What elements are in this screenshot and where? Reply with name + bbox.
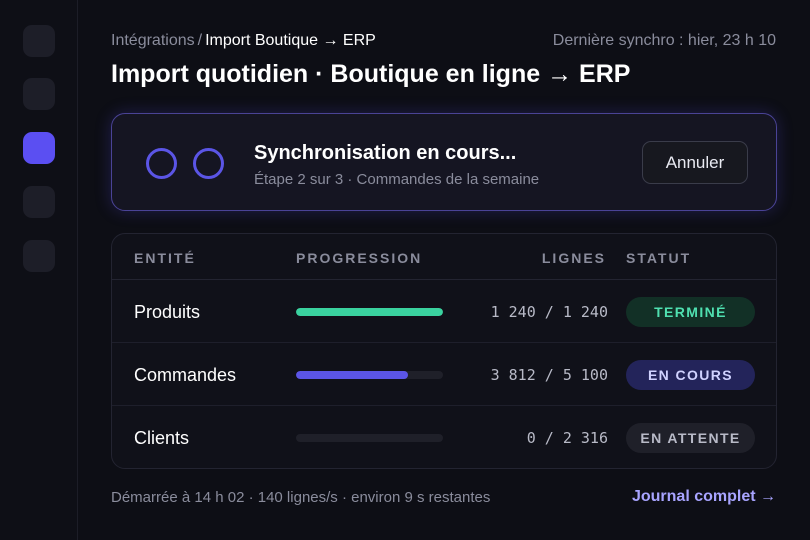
sync-title: Synchronisation en cours...	[254, 142, 517, 164]
spinner-ring-icon	[146, 148, 177, 179]
sidebar-item-3-active[interactable]	[23, 132, 55, 164]
table-header: ENTITÉ PROGRESSION LIGNES STATUT	[112, 234, 776, 280]
import-stats: Démarrée à 14 h 02 · 140 lignes/s · envi…	[111, 489, 491, 506]
progress-bar-fill	[296, 371, 408, 379]
entity-table: ENTITÉ PROGRESSION LIGNES STATUT Produit…	[111, 233, 777, 469]
last-sync-text: Dernière synchro : hier, 23 h 10	[552, 32, 776, 49]
lines-count: 1 240 / 1 240	[490, 303, 608, 321]
column-header-status: STATUT	[626, 250, 692, 266]
progress-bar	[296, 434, 443, 442]
progress-bar	[296, 308, 443, 316]
lines-count: 0 / 2 316	[526, 429, 608, 447]
breadcrumb-separator: /	[197, 32, 203, 49]
sidebar-item-1[interactable]	[23, 25, 55, 57]
sidebar-item-2[interactable]	[23, 78, 55, 110]
status-badge: EN ATTENTE	[626, 423, 755, 453]
status-badge: TERMINÉ	[626, 297, 755, 327]
column-header-entity: ENTITÉ	[134, 250, 196, 266]
table-row[interactable]: Commandes 3 812 / 5 100 EN COURS	[112, 343, 776, 406]
sidebar-item-4[interactable]	[23, 186, 55, 218]
entity-name: Produits	[134, 302, 201, 322]
sidebar-item-5[interactable]	[23, 240, 55, 272]
column-header-lines: LIGNES	[541, 250, 606, 266]
sidebar	[0, 0, 78, 540]
breadcrumb: Intégrations / Import Boutique → ERP	[111, 32, 376, 50]
full-log-link[interactable]: Journal complet →	[631, 488, 776, 505]
entity-name: Clients	[134, 428, 190, 448]
page-title: Import quotidien · Boutique en ligne → E…	[111, 60, 631, 88]
progress-bar-fill	[296, 308, 443, 316]
table-row[interactable]: Produits 1 240 / 1 240 TERMINÉ	[112, 280, 776, 343]
column-header-progress: PROGRESSION	[296, 250, 423, 266]
entity-name: Commandes	[134, 365, 237, 385]
status-badge: EN COURS	[626, 360, 755, 390]
sync-step-subtitle: Étape 2 sur 3 · Commandes de la semaine	[254, 171, 540, 188]
sync-status-card: Synchronisation en cours... Étape 2 sur …	[111, 113, 777, 211]
lines-count: 3 812 / 5 100	[490, 366, 608, 384]
table-row[interactable]: Clients 0 / 2 316 EN ATTENTE	[112, 406, 776, 468]
breadcrumb-current: Import Boutique → ERP	[205, 32, 376, 49]
cancel-button[interactable]: Annuler	[642, 141, 748, 184]
breadcrumb-parent[interactable]: Intégrations	[111, 32, 195, 49]
spinner-ring-icon	[193, 148, 224, 179]
progress-bar	[296, 371, 443, 379]
